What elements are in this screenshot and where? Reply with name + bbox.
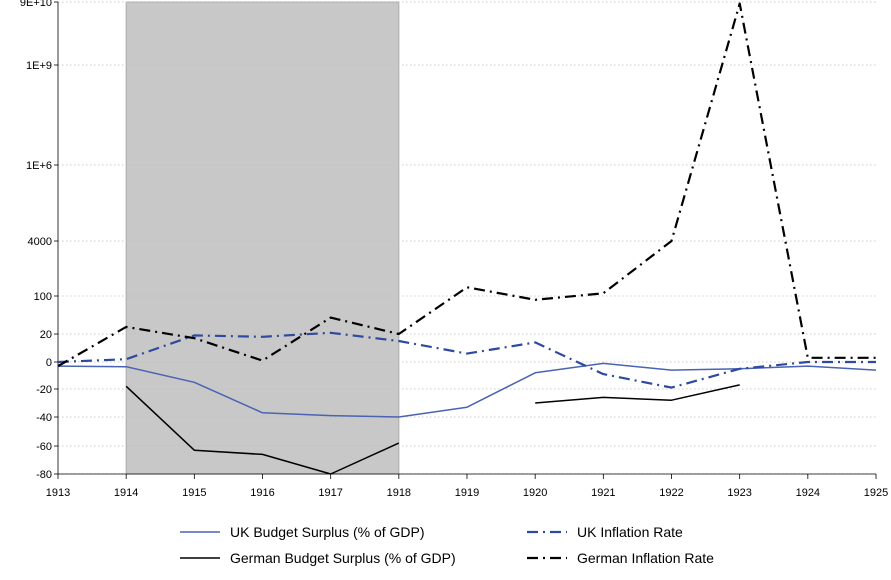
series-line xyxy=(535,384,740,404)
shaded-period xyxy=(125,1,400,475)
x-tick-label: 1920 xyxy=(523,487,547,499)
y-tick-label: 9E+10 xyxy=(20,0,52,9)
y-tick-label: 100 xyxy=(34,291,52,303)
y-tick-label: 1E+9 xyxy=(26,60,52,72)
x-tick-label: 1916 xyxy=(250,487,274,499)
x-tick-label: 1919 xyxy=(455,487,479,499)
y-tick-label: -60 xyxy=(36,441,52,453)
x-tick-label: 1914 xyxy=(114,487,138,499)
legend-label: German Inflation Rate xyxy=(577,550,714,566)
legend-label: UK Inflation Rate xyxy=(577,524,683,540)
x-tick-label: 1925 xyxy=(864,487,888,499)
x-tick-label: 1913 xyxy=(46,487,70,499)
x-tick-label: 1917 xyxy=(318,487,342,499)
x-tick-label: 1921 xyxy=(591,487,615,499)
y-tick-label: -20 xyxy=(36,384,52,396)
series-line xyxy=(57,2,876,368)
legend-label: German Budget Surplus (% of GDP) xyxy=(230,550,456,566)
series-line xyxy=(125,385,400,475)
x-tick-label: 1923 xyxy=(727,487,751,499)
x-tick-label: 1915 xyxy=(182,487,206,499)
y-tick-label: -40 xyxy=(36,412,52,424)
y-tick-label: -80 xyxy=(36,469,52,481)
y-tick-label: 4000 xyxy=(28,236,52,248)
y-tick-label: 20 xyxy=(40,329,52,341)
series-line xyxy=(57,331,876,389)
x-tick-label: 1922 xyxy=(659,487,683,499)
y-tick-label: 0 xyxy=(46,357,52,369)
legend-label: UK Budget Surplus (% of GDP) xyxy=(230,524,425,540)
y-tick-label: 1E+6 xyxy=(26,160,52,172)
x-tick-label: 1924 xyxy=(796,487,820,499)
x-tick-label: 1918 xyxy=(387,487,411,499)
